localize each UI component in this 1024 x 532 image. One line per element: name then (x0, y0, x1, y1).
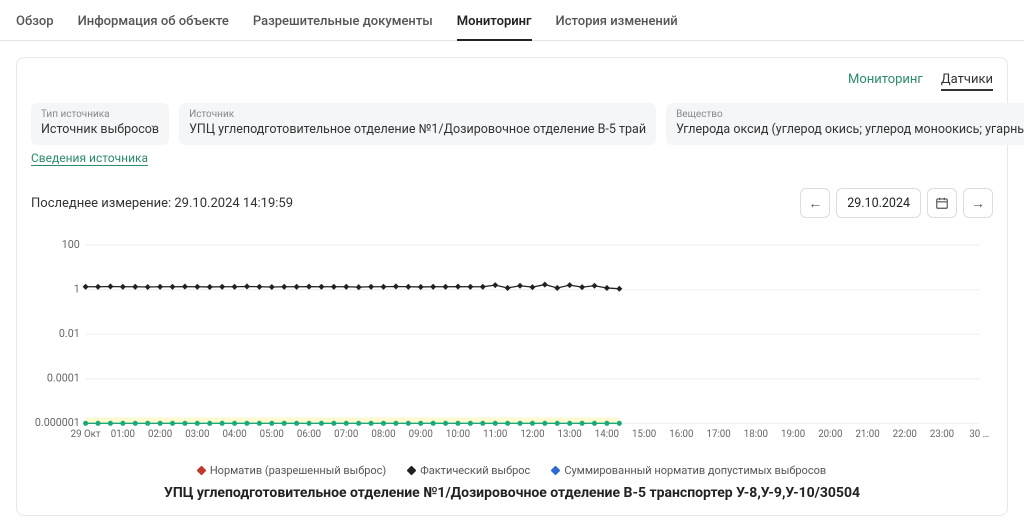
filter-source[interactable]: Источник УПЦ углеподготовительное отделе… (179, 103, 656, 145)
sub-tab-1[interactable]: Датчики (941, 72, 993, 91)
filter-label: Источник (189, 109, 646, 120)
svg-text:10:00: 10:00 (446, 429, 470, 440)
svg-text:08:00: 08:00 (371, 429, 395, 440)
svg-text:05:00: 05:00 (260, 429, 284, 440)
svg-text:11:00: 11:00 (483, 429, 507, 440)
chart-svg: 100 1 0.01 0.0001 0.00000129 Окт 01:00 02:00 03… (35, 228, 989, 458)
filter-label: Тип источника (41, 109, 159, 120)
last-measurement-label: Последнее измерение: (31, 196, 171, 211)
svg-text:14:00: 14:00 (595, 429, 619, 440)
legend-label: Фактический выброс (420, 464, 530, 477)
svg-text:06:00: 06:00 (297, 429, 321, 440)
sub-tabs: Мониторинг Датчики (31, 72, 993, 91)
svg-text:15:00: 15:00 (632, 429, 656, 440)
svg-text:07:00: 07:00 (334, 429, 358, 440)
svg-text:16:00: 16:00 (669, 429, 693, 440)
legend-label: Норматив (разрешенный выброс) (210, 464, 386, 477)
svg-text:13:00: 13:00 (558, 429, 582, 440)
legend-label: Суммированный норматив допустимых выброс… (564, 464, 826, 477)
svg-text:20:00: 20:00 (818, 429, 842, 440)
sub-tab-0[interactable]: Мониторинг (848, 72, 923, 91)
svg-text:09:00: 09:00 (409, 429, 433, 440)
main-tabs: Обзор Информация об объекте Разрешительные… (0, 0, 1024, 41)
legend-item: Норматив (разрешенный выброс) (198, 464, 386, 477)
svg-text:12:00: 12:00 (520, 429, 544, 440)
legend-item: Суммированный норматив допустимых выброс… (552, 464, 826, 477)
svg-text:04:00: 04:00 (222, 429, 246, 440)
chart-title: УПЦ углеподготовительное отделение №1/До… (31, 485, 993, 501)
legend-marker (196, 466, 206, 476)
source-details-link[interactable]: Сведения источника (31, 151, 148, 166)
legend-marker (407, 466, 417, 476)
svg-text:01:00: 01:00 (111, 429, 135, 440)
svg-text:23:00: 23:00 (930, 429, 954, 440)
filter-value: Источник выбросов (41, 122, 159, 137)
chart: 100 1 0.01 0.0001 0.00000129 Окт 01:00 02:00 03… (35, 228, 989, 458)
filter-label: Вещество (676, 109, 1024, 120)
filters-row: Тип источника Источник выбросов ⌄ Источн… (31, 103, 993, 145)
chart-toolbar: Последнее измерение: 29.10.2024 14:19:59… (31, 188, 993, 218)
filter-substance[interactable]: Вещество Углерода оксид (углерод окись; … (666, 103, 1024, 145)
svg-text:22:00: 22:00 (893, 429, 917, 440)
legend-item: Фактический выброс (408, 464, 530, 477)
svg-text:18:00: 18:00 (744, 429, 768, 440)
svg-text:29 Окт: 29 Окт (71, 429, 101, 440)
legend-marker (551, 466, 561, 476)
svg-text:0.01: 0.01 (59, 327, 80, 340)
filter-value: Углерода оксид (углерод окись; углерод м… (676, 122, 1024, 137)
svg-text:30 …: 30 … (969, 429, 989, 440)
filter-source-type[interactable]: Тип источника Источник выбросов ⌄ (31, 103, 169, 145)
svg-text:0.000001: 0.000001 (35, 416, 80, 429)
last-measurement-text: Последнее измерение: 29.10.2024 14:19:59 (31, 196, 293, 211)
filter-value: УПЦ углеподготовительное отделение №1/До… (189, 122, 646, 137)
chart-legend: Норматив (разрешенный выброс) Фактический… (31, 464, 993, 477)
tab-4[interactable]: История изменений (556, 8, 678, 40)
chevron-down-icon: ⌄ (149, 117, 159, 131)
tab-1[interactable]: Информация об объекте (78, 8, 229, 40)
tab-2[interactable]: Разрешительные документы (253, 8, 433, 40)
monitoring-card: Мониторинг Датчики Тип источника Источник… (16, 57, 1008, 516)
svg-text:03:00: 03:00 (185, 429, 209, 440)
svg-text:19:00: 19:00 (781, 429, 805, 440)
date-nav: ← 29.10.2024 → (800, 188, 993, 218)
last-measurement-value: 29.10.2024 14:19:59 (174, 196, 293, 211)
next-day-button[interactable]: → (963, 188, 993, 218)
tab-3[interactable]: Мониторинг (457, 8, 532, 41)
tab-0[interactable]: Обзор (16, 8, 54, 40)
svg-text:1: 1 (74, 283, 80, 296)
svg-text:100: 100 (62, 238, 80, 251)
date-value: 29.10.2024 (847, 196, 910, 211)
svg-text:02:00: 02:00 (148, 429, 172, 440)
date-input[interactable]: 29.10.2024 (836, 188, 921, 218)
calendar-button[interactable] (927, 188, 957, 218)
svg-text:21:00: 21:00 (855, 429, 879, 440)
svg-text:0.0001: 0.0001 (47, 372, 80, 385)
calendar-icon (935, 196, 949, 210)
svg-text:17:00: 17:00 (707, 429, 731, 440)
prev-day-button[interactable]: ← (800, 188, 830, 218)
